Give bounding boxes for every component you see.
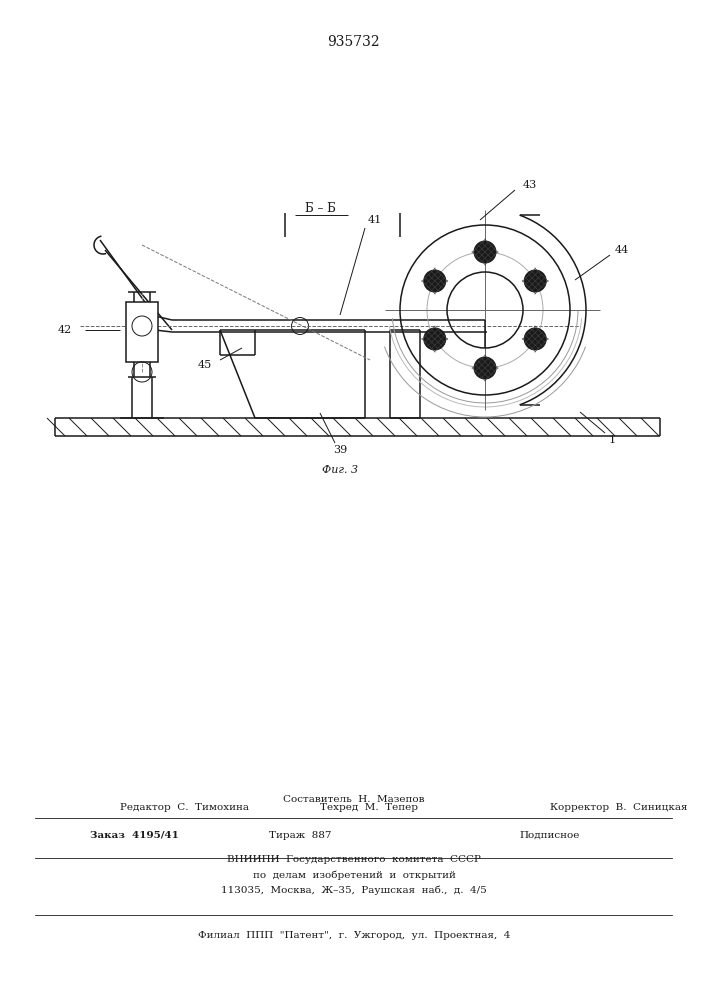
Text: Заказ  4195/41: Заказ 4195/41 [90,830,179,840]
Text: 935732: 935732 [327,35,380,49]
Text: Редактор  С.  Тимохина: Редактор С. Тимохина [120,804,249,812]
Text: 39: 39 [333,445,347,455]
Text: по  делам  изобретений  и  открытий: по делам изобретений и открытий [252,870,455,880]
Circle shape [524,328,547,350]
Bar [126,302,158,362]
Text: Подписное: Подписное [520,830,580,840]
Text: 41: 41 [368,215,382,225]
Circle shape [423,328,446,350]
Text: 43: 43 [523,180,537,190]
Circle shape [474,241,496,263]
Text: Б – Б: Б – Б [305,202,335,215]
Text: Фиг. 3: Фиг. 3 [322,465,358,475]
Text: 1: 1 [609,435,616,445]
Text: Тираж  887: Тираж 887 [269,830,332,840]
Text: 113035,  Москва,  Ж–35,  Раушская  наб.,  д.  4/5: 113035, Москва, Ж–35, Раушская наб., д. … [221,885,487,895]
Text: Техред  М.  Тепер: Техред М. Тепер [320,804,418,812]
Text: Корректор  В.  Синицкая: Корректор В. Синицкая [550,804,687,812]
Text: 45: 45 [198,360,212,370]
Text: 44: 44 [615,245,629,255]
Text: ВНИИПИ  Государственного  комитета  СССР: ВНИИПИ Государственного комитета СССР [227,856,481,864]
Circle shape [474,357,496,379]
Text: Составитель  Н.  Мазепов: Составитель Н. Мазепов [284,796,425,804]
Text: Филиал  ППП  "Патент",  г.  Ужгород,  ул.  Проектная,  4: Филиал ППП "Патент", г. Ужгород, ул. Про… [198,930,510,940]
Text: 42: 42 [58,325,72,335]
Circle shape [423,270,446,292]
Circle shape [524,270,547,292]
